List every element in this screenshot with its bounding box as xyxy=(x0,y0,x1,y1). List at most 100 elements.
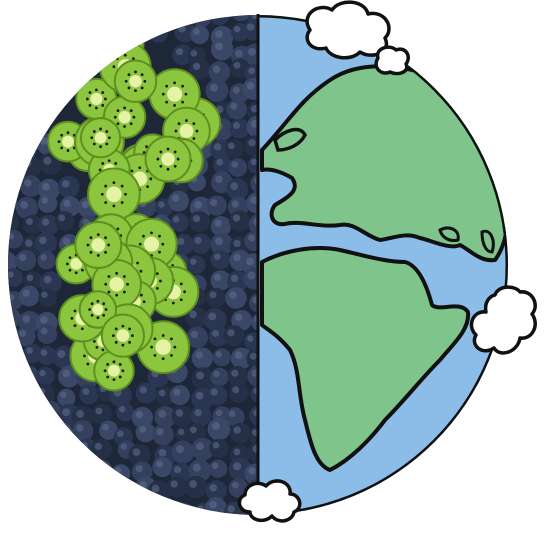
berry-shine xyxy=(230,102,238,110)
berry-shine xyxy=(8,25,10,33)
blueberry xyxy=(8,498,24,515)
berry-shine xyxy=(229,291,237,299)
berry-shine xyxy=(8,311,12,319)
cloud xyxy=(305,0,391,60)
blueberry xyxy=(17,101,37,121)
blueberry xyxy=(191,347,214,369)
berry-shine xyxy=(195,442,204,451)
kiwi-seed xyxy=(128,327,132,331)
kiwi-seed xyxy=(173,345,177,349)
berry-shine xyxy=(246,23,255,31)
kiwi-seed xyxy=(145,145,148,149)
blueberry xyxy=(91,459,113,481)
blueberry xyxy=(190,25,210,45)
kiwi-seed xyxy=(118,363,122,366)
berry-shine xyxy=(215,409,223,417)
kiwi-seed xyxy=(112,40,116,44)
berry-shine xyxy=(23,159,32,168)
kiwi-seed xyxy=(121,324,125,328)
berry-shine xyxy=(209,501,217,509)
berry-shine xyxy=(195,15,203,19)
berry-shine xyxy=(250,196,258,204)
berry-shine xyxy=(231,369,239,377)
berry-shine xyxy=(22,368,30,376)
berry-shine xyxy=(192,214,201,223)
kiwi-seed xyxy=(98,168,102,172)
blueberry xyxy=(37,446,57,465)
blueberry xyxy=(8,483,23,504)
berry-shine xyxy=(116,430,124,438)
berry-shine xyxy=(227,505,235,513)
kiwi-seed xyxy=(149,177,153,181)
kiwi-seed xyxy=(166,147,170,151)
blueberry xyxy=(17,117,40,141)
berry-shine xyxy=(235,5,242,12)
berry-shine xyxy=(58,467,66,474)
berry-shine xyxy=(40,137,48,145)
berry-shine xyxy=(43,65,51,72)
berry-shine xyxy=(38,46,46,54)
berry-shine xyxy=(120,443,127,450)
blueberry xyxy=(136,15,157,29)
blueberry xyxy=(20,175,42,197)
kiwi-seed xyxy=(181,100,184,104)
berry-shine xyxy=(158,7,165,14)
blueberry xyxy=(192,15,211,28)
kiwi-seed xyxy=(104,201,108,204)
berry-shine xyxy=(195,351,204,359)
kiwi-seed xyxy=(88,308,92,311)
blueberry xyxy=(20,502,40,515)
kiwi-core xyxy=(179,124,194,139)
kiwi-seed xyxy=(185,119,188,122)
kiwi-core xyxy=(129,75,142,88)
berry-shine xyxy=(63,199,71,208)
blueberry xyxy=(8,120,23,144)
berry-shine xyxy=(231,161,239,168)
berry-shine xyxy=(8,384,14,392)
blueberry xyxy=(8,60,20,83)
berry-shine xyxy=(215,30,224,39)
kiwi-seed xyxy=(121,369,125,373)
kiwi-seed xyxy=(183,290,186,294)
blueberry xyxy=(95,498,118,515)
kiwi-seed xyxy=(94,106,98,110)
berry-shine xyxy=(0,196,7,204)
berry-shine xyxy=(82,501,90,509)
blueberry xyxy=(15,326,36,347)
berry-shine xyxy=(43,464,52,473)
kiwi-seed xyxy=(96,233,100,237)
kiwi-seed xyxy=(156,157,160,161)
kiwi-seed xyxy=(159,164,163,168)
kiwi-core xyxy=(116,329,130,342)
berry-shine xyxy=(20,200,28,209)
kiwi-seed xyxy=(86,362,90,366)
berry-shine xyxy=(57,350,66,359)
kiwi-seed xyxy=(112,378,116,382)
kiwi-core xyxy=(167,86,183,102)
berry-shine xyxy=(8,429,12,436)
kiwi-seed xyxy=(73,324,77,328)
blueberry xyxy=(59,47,78,66)
blueberry xyxy=(206,287,226,308)
kiwi-seed xyxy=(115,47,119,51)
blueberry xyxy=(8,330,19,349)
berry-shine xyxy=(8,64,9,73)
kiwi-seed xyxy=(179,282,183,286)
blueberry xyxy=(8,367,16,386)
kiwi-seed xyxy=(130,169,134,173)
fruit-half xyxy=(0,5,258,515)
berry-shine xyxy=(24,179,32,187)
berry-shine xyxy=(189,258,197,265)
berry-shine xyxy=(209,83,218,92)
berry-shine xyxy=(158,448,167,457)
berry-shine xyxy=(117,482,126,490)
berry-shine xyxy=(233,239,241,248)
kiwi-seed xyxy=(68,256,72,260)
kiwi-seed xyxy=(92,130,96,133)
blueberry xyxy=(40,400,62,422)
berry-shine xyxy=(41,218,50,226)
blueberry xyxy=(171,405,194,427)
berry-shine xyxy=(209,291,217,299)
kiwi-seed xyxy=(112,360,116,364)
berry-shine xyxy=(189,310,197,319)
